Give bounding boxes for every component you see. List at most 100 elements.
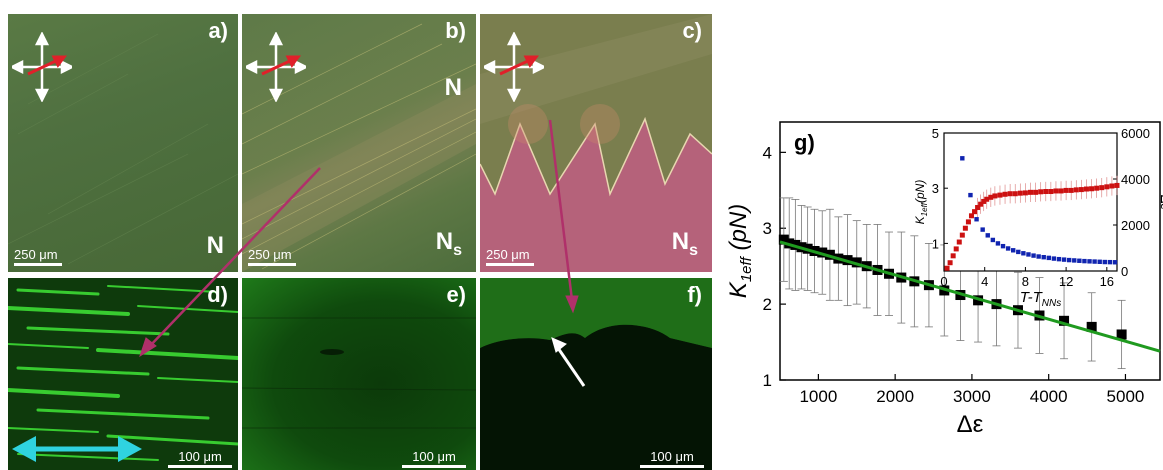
inset-red-point bbox=[1083, 186, 1089, 192]
inset-yr-tick-label: 6000 bbox=[1121, 126, 1150, 141]
inset-red-point bbox=[1028, 189, 1033, 195]
inset-yl-tick-label: 3 bbox=[932, 181, 939, 196]
fluorescence-texture bbox=[242, 317, 476, 429]
x-tick-label: 3000 bbox=[953, 387, 991, 406]
inset-x-tick-label: 16 bbox=[1100, 274, 1114, 289]
panel-d-fluorescence-image: d) 100 μm bbox=[8, 278, 238, 470]
inset-yl-tick-label: 5 bbox=[932, 126, 939, 141]
phase-label-c: Ns bbox=[671, 228, 698, 259]
inset-x-tick-label: 8 bbox=[1022, 274, 1029, 289]
panel-label-d: d) bbox=[207, 282, 228, 307]
inset-blue-point bbox=[1107, 259, 1113, 265]
scalebar-f: 100 μm bbox=[640, 449, 704, 468]
inset-blue-point bbox=[1102, 259, 1107, 265]
inset-y-left-label: K1eff(pN) bbox=[913, 180, 929, 225]
inset-red-point bbox=[1078, 187, 1084, 193]
inset-blue-point bbox=[1056, 256, 1062, 262]
inset-red-point bbox=[1053, 188, 1059, 194]
inset-red-point bbox=[959, 232, 965, 238]
polarizer-cross-icon bbox=[484, 32, 544, 102]
inset-yr-tick-label: 2000 bbox=[1121, 218, 1150, 233]
inset-blue-point bbox=[1016, 249, 1021, 255]
data-point bbox=[778, 234, 789, 245]
inset-x-tick-label: 4 bbox=[981, 274, 988, 289]
inset-x-axis-label: T-TNNs bbox=[1020, 289, 1061, 309]
plot-frame bbox=[779, 121, 1161, 381]
inset-yr-tick-label: 4000 bbox=[1121, 172, 1150, 187]
inset-blue-point bbox=[1112, 260, 1118, 265]
inset-red-point bbox=[950, 253, 956, 259]
polarizer-cross-icon bbox=[246, 32, 306, 102]
fit-line bbox=[779, 240, 1161, 353]
inset-red-point bbox=[1022, 190, 1028, 196]
inset-blue-point bbox=[1005, 246, 1011, 251]
inset-red-point bbox=[953, 246, 959, 252]
x-axis-label: Δε bbox=[957, 411, 984, 438]
inset-blue-point bbox=[1031, 253, 1036, 258]
y-axis-label: K1eff (pN) bbox=[725, 204, 755, 298]
inset-red-point bbox=[1043, 189, 1049, 195]
inset-blue-point bbox=[1087, 259, 1092, 264]
y-tick-label: 3 bbox=[763, 219, 772, 238]
inset-red-point bbox=[962, 225, 968, 231]
inset-blue-point bbox=[1046, 255, 1052, 261]
inset-red-point bbox=[972, 209, 978, 215]
panel-e-fluorescence-image: e) 100 μm bbox=[242, 278, 476, 470]
panel-f-fluorescence-image: f) 100 μm bbox=[480, 278, 712, 470]
inset-blue-point bbox=[1021, 251, 1026, 256]
inset-red-point bbox=[984, 196, 990, 202]
inset-blue-point bbox=[1066, 257, 1072, 263]
inset-blue-point bbox=[960, 156, 965, 161]
phase-label-b: Ns bbox=[435, 228, 462, 259]
y-tick-label: 2 bbox=[763, 295, 772, 314]
inset-red-point bbox=[1089, 186, 1095, 192]
inset-red-point bbox=[1048, 189, 1054, 195]
inset-red-point bbox=[997, 192, 1003, 198]
inset-blue-point bbox=[990, 237, 996, 243]
inset-x-tick-label: 12 bbox=[1059, 274, 1073, 289]
inset-red-point bbox=[1099, 185, 1105, 191]
inset-y-right-label: Δε bbox=[1158, 195, 1163, 210]
inset-blue-point bbox=[980, 227, 985, 232]
inset-red-point bbox=[944, 265, 950, 271]
inset-red-point bbox=[978, 201, 984, 207]
panel-b-pom-image: b) N 250 μm Ns bbox=[242, 14, 476, 272]
inset-blue-point bbox=[1097, 259, 1102, 264]
inset-red-point bbox=[1038, 189, 1044, 195]
inset-blue-point bbox=[1072, 258, 1077, 263]
inset-red-point bbox=[1073, 187, 1079, 193]
inset-red-point bbox=[1012, 191, 1018, 197]
x-tick-label: 1000 bbox=[799, 387, 837, 406]
inset-red-point bbox=[981, 198, 987, 204]
inset-blue-point bbox=[1061, 257, 1067, 262]
data-point bbox=[1086, 321, 1097, 332]
scalebar-b: 250 μm bbox=[248, 247, 296, 266]
inset-red-point bbox=[975, 205, 981, 211]
phase-label-a: N bbox=[206, 232, 224, 259]
scalebar-a: 250 μm bbox=[14, 247, 62, 266]
fluorescence-boundary bbox=[480, 278, 712, 470]
inset-red-point bbox=[992, 193, 998, 199]
y-tick-label: 4 bbox=[763, 143, 772, 162]
inset-red-point bbox=[1017, 190, 1023, 196]
inset-red-point bbox=[1094, 185, 1100, 191]
inset-red-point bbox=[1109, 183, 1115, 189]
panel-label-b: b) bbox=[445, 18, 466, 43]
x-tick-label: 4000 bbox=[1030, 387, 1068, 406]
panel-c-pom-image: c) 250 μm Ns bbox=[480, 14, 712, 272]
scalebar-d: 100 μm bbox=[168, 449, 232, 468]
inset-blue-point bbox=[1092, 259, 1097, 264]
panel-label-a: a) bbox=[208, 18, 228, 43]
inset-yl-tick-label: 1 bbox=[932, 236, 939, 251]
inset-red-point bbox=[1068, 187, 1074, 193]
panel-label-f: f) bbox=[687, 282, 702, 307]
inset-blue-point bbox=[1036, 254, 1041, 259]
cyan-double-arrow-icon bbox=[12, 436, 142, 462]
phase-label-b-top: N bbox=[444, 74, 462, 101]
inset-red-point bbox=[968, 213, 974, 219]
inset-red-point bbox=[988, 194, 994, 200]
inset-red-point bbox=[956, 239, 962, 245]
x-tick-label: 2000 bbox=[876, 387, 914, 406]
inset-blue-point bbox=[974, 217, 979, 222]
inset-blue-point bbox=[985, 233, 990, 238]
